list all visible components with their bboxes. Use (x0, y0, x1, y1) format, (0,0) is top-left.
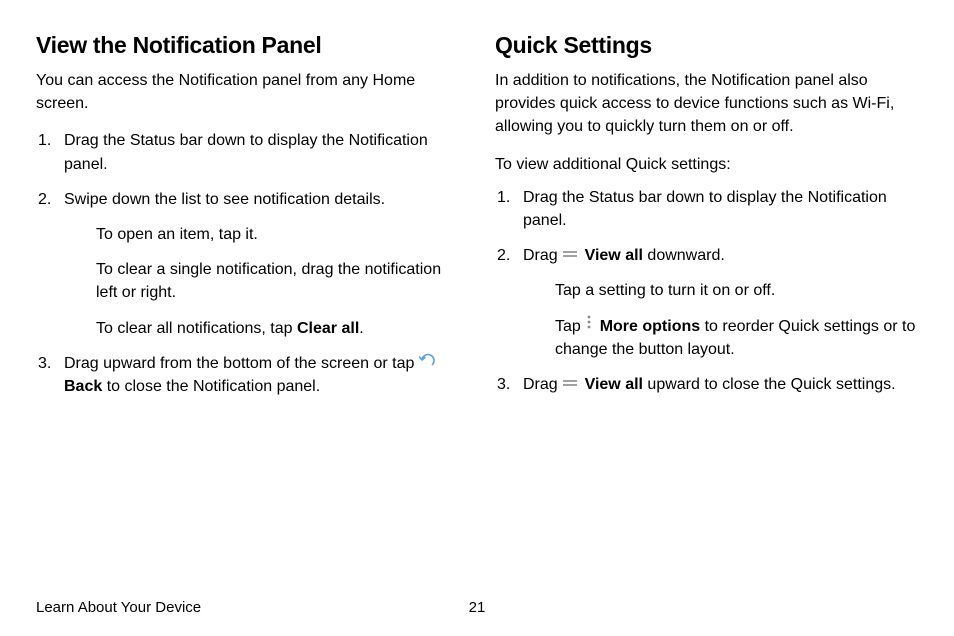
back-icon (419, 351, 439, 374)
left-step-3-post: to close the Notification panel. (102, 378, 320, 395)
left-step-3-bold: Back (64, 378, 102, 395)
left-steps: Drag the Status bar down to display the … (36, 129, 459, 398)
left-sub-2c-bold: Clear all (297, 320, 359, 337)
right-sub-2b-bold: More options (600, 318, 700, 335)
left-step-3: Drag upward from the bottom of the scree… (36, 352, 459, 399)
right-step-2-pre: Drag (523, 247, 562, 264)
left-sub-2b: To clear a single notification, drag the… (96, 258, 459, 304)
right-step-3-post: upward to close the Quick settings. (643, 376, 896, 393)
footer-section-label: Learn About Your Device (36, 599, 201, 616)
left-sub-2c-pre: To clear all notifications, tap (96, 320, 297, 337)
drag-handle-icon (562, 243, 578, 266)
right-step-1: Drag the Status bar down to display the … (495, 186, 918, 232)
left-sub-2a: To open an item, tap it. (96, 223, 459, 246)
left-step-2-text: Swipe down the list to see notification … (64, 191, 385, 208)
right-heading: Quick Settings (495, 32, 918, 59)
content-columns: View the Notification Panel You can acce… (36, 32, 918, 616)
right-sub-2a: Tap a setting to turn it on or off. (555, 279, 918, 302)
right-sub-2b: Tap More options to reorder Quick settin… (555, 315, 918, 362)
left-intro: You can access the Notification panel fr… (36, 69, 459, 115)
left-step-1: Drag the Status bar down to display the … (36, 129, 459, 175)
page-number: 21 (469, 599, 486, 616)
right-step-3: Drag View all upward to close the Quick … (495, 373, 918, 396)
right-intro: In addition to notifications, the Notifi… (495, 69, 918, 139)
right-step-2-bold: View all (585, 247, 643, 264)
right-step-3-bold: View all (585, 376, 643, 393)
right-sub-2b-pre: Tap (555, 318, 585, 335)
right-step-2-post: downward. (643, 247, 725, 264)
right-lead: To view additional Quick settings: (495, 153, 918, 176)
left-step-2: Swipe down the list to see notification … (36, 188, 459, 340)
left-sub-2c-post: . (359, 320, 363, 337)
left-column: View the Notification Panel You can acce… (36, 32, 459, 616)
right-step-2: Drag View all downward. Tap a setting to… (495, 244, 918, 361)
left-heading: View the Notification Panel (36, 32, 459, 59)
drag-handle-icon (562, 372, 578, 395)
right-steps: Drag the Status bar down to display the … (495, 186, 918, 397)
more-options-icon (585, 314, 593, 337)
page-footer: Learn About Your Device 21 (36, 599, 918, 616)
right-step-3-pre: Drag (523, 376, 562, 393)
left-sub-2c: To clear all notifications, tap Clear al… (96, 317, 459, 340)
right-column: Quick Settings In addition to notificati… (495, 32, 918, 616)
left-step-3-pre: Drag upward from the bottom of the scree… (64, 355, 419, 372)
